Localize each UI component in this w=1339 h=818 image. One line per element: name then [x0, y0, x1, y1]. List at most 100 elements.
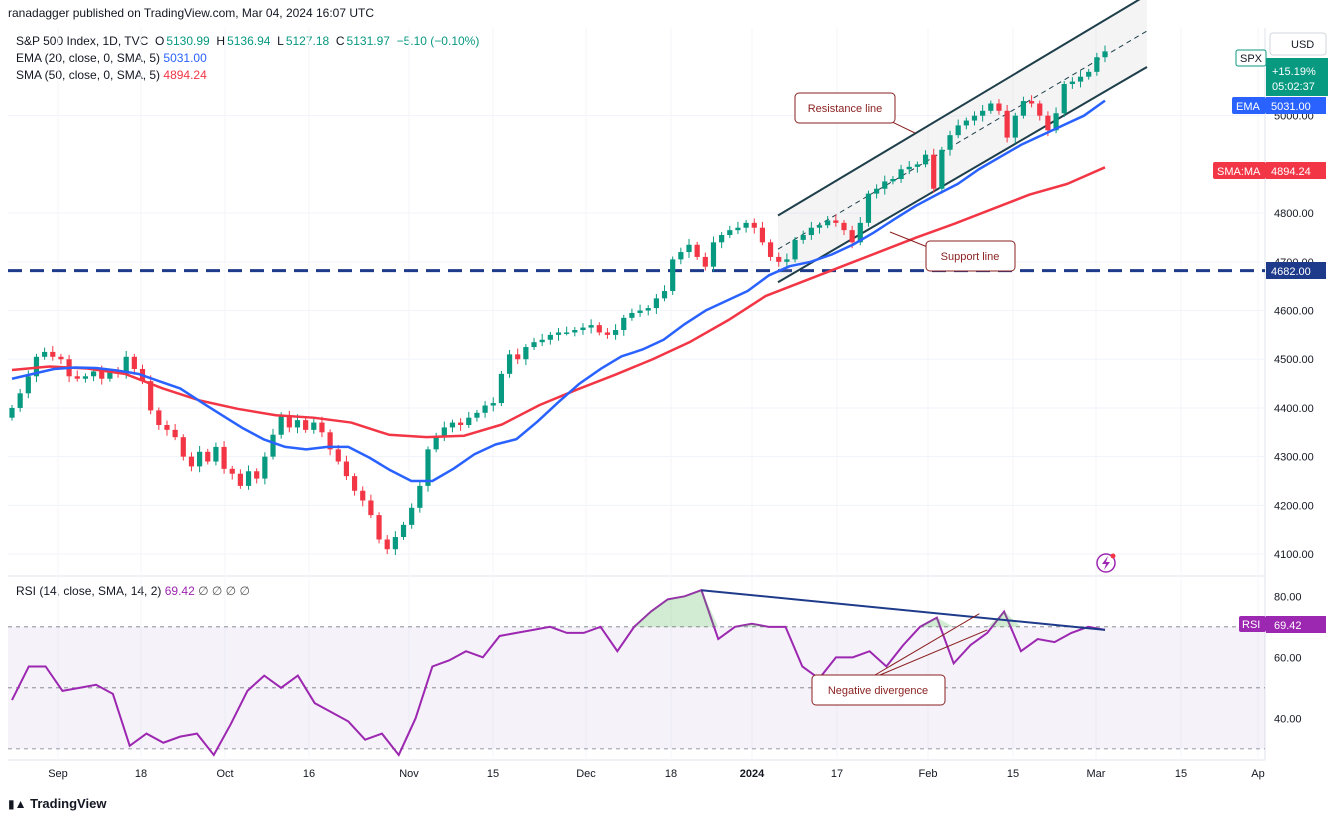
candle-body: [491, 403, 496, 405]
chart-canvas[interactable]: 4100.004200.004300.004400.004500.004600.…: [0, 0, 1339, 818]
candle-body: [230, 469, 235, 474]
candle-body: [980, 111, 985, 116]
candle-body: [213, 447, 218, 462]
candle-body: [1037, 104, 1042, 116]
candle-body: [621, 318, 626, 330]
candle-body: [646, 308, 651, 310]
divergence-label: Negative divergence: [828, 685, 928, 697]
candle-body: [254, 471, 259, 478]
candle-body: [1094, 57, 1099, 72]
rsi-axis-value: 69.42: [1274, 620, 1302, 632]
candle-body: [898, 169, 903, 179]
candle-body: [915, 164, 920, 166]
currency-selector[interactable]: USD: [1270, 33, 1326, 55]
candle-body: [1078, 77, 1083, 82]
rsi-badge: RSI 69.42: [1239, 616, 1326, 633]
candle-body: [319, 423, 324, 433]
time-tick-label: 17: [831, 768, 843, 780]
resistance-label: Resistance line: [808, 103, 883, 115]
price-tick-label: 4600.00: [1274, 306, 1314, 318]
tradingview-logo[interactable]: ▮▲ TradingView: [8, 796, 106, 811]
candle-body: [670, 259, 675, 291]
candle-body: [164, 425, 169, 430]
candle-body: [279, 415, 284, 434]
candle-body: [132, 357, 137, 369]
candle-body: [197, 452, 202, 467]
support-line-annotation[interactable]: Support line: [890, 232, 1015, 271]
candle-body: [409, 508, 414, 525]
candle-body: [75, 376, 80, 378]
candle-body: [964, 121, 969, 126]
ema-badge: EMA 5031.00: [1232, 97, 1326, 114]
candle-body: [262, 457, 267, 479]
rsi-overbought-fill: [937, 618, 954, 627]
candle-body: [238, 474, 243, 486]
time-tick-label: 15: [487, 768, 499, 780]
candle-body: [466, 418, 471, 425]
price-tick-label: 4100.00: [1274, 549, 1314, 561]
candle-body: [156, 410, 161, 425]
candle-body: [564, 332, 569, 334]
candle-body: [26, 376, 31, 393]
candle-body: [874, 189, 879, 194]
candle-body: [1045, 116, 1050, 131]
ema-axis-value: 5031.00: [1271, 101, 1311, 113]
rsi-tag: RSI: [1242, 619, 1260, 631]
candle-body: [336, 449, 341, 461]
price-tick-label: 4500.00: [1274, 354, 1314, 366]
candle-body: [205, 452, 210, 462]
candle-body: [695, 245, 700, 257]
level-axis-value: 4682.00: [1271, 266, 1311, 278]
time-tick-label: Mar: [1087, 768, 1106, 780]
candle-body: [58, 357, 63, 359]
candle-body: [417, 486, 422, 508]
rsi-overbought-fill: [668, 596, 685, 627]
candle-body: [189, 457, 194, 467]
candle-body: [686, 245, 691, 252]
time-tick-label: Feb: [919, 768, 938, 780]
spx-pct: +15.19%: [1272, 66, 1316, 78]
candle-body: [376, 515, 381, 539]
candle-body: [947, 135, 952, 150]
brand-name: TradingView: [30, 796, 106, 811]
time-tick-label: Ap: [1251, 768, 1264, 780]
time-tick-label: Sep: [48, 768, 68, 780]
candle-body: [352, 476, 357, 491]
candle-body: [605, 332, 610, 334]
candle-body: [548, 335, 553, 340]
currency-label: USD: [1291, 39, 1314, 51]
candle-body: [540, 340, 545, 342]
candle-body: [91, 371, 96, 376]
ema-tag: EMA: [1236, 101, 1261, 113]
lightning-icon[interactable]: [1097, 554, 1116, 573]
candle-body: [303, 420, 308, 430]
candle-body: [972, 116, 977, 121]
time-tick-label: Dec: [576, 768, 596, 780]
candle-body: [654, 298, 659, 308]
candle-body: [311, 423, 316, 430]
candle-body: [923, 155, 928, 165]
candle-body: [931, 155, 936, 189]
candle-body: [768, 242, 773, 257]
candle-body: [629, 313, 634, 318]
candle-body: [42, 352, 47, 357]
resistance-line-annotation[interactable]: Resistance line: [795, 93, 915, 133]
candle-body: [1029, 101, 1034, 103]
spx-tag: SPX: [1240, 53, 1263, 65]
candle-body: [817, 225, 822, 227]
candle-body: [360, 491, 365, 501]
rsi-tick-label: 60.00: [1274, 652, 1302, 664]
sma-axis-value: 4894.24: [1271, 166, 1311, 178]
rsi-tick-label: 80.00: [1274, 591, 1302, 603]
tv-logo-icon: ▮▲: [8, 797, 26, 811]
candle-body: [801, 235, 806, 240]
candle-body: [173, 430, 178, 437]
candle-body: [515, 354, 520, 359]
time-tick-label: 2024: [740, 768, 765, 780]
rsi-overbought-fill: [701, 590, 718, 627]
candle-body: [434, 437, 439, 449]
candle-body: [809, 228, 814, 235]
candle-body: [1086, 72, 1091, 77]
candle-body: [907, 167, 912, 169]
candle-body: [776, 257, 781, 262]
